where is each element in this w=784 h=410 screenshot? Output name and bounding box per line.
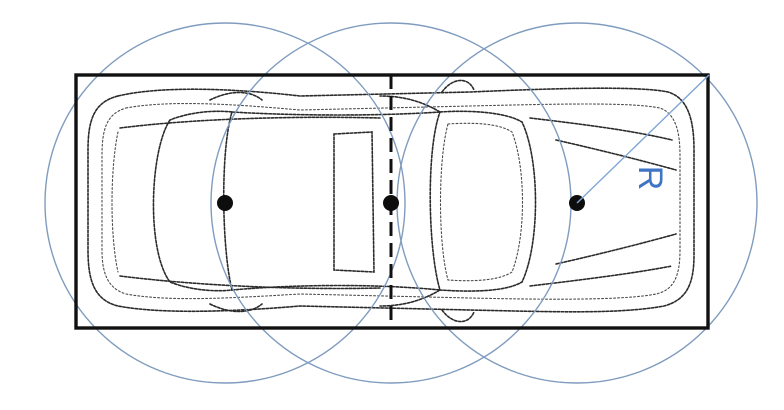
- radius-label: R: [631, 166, 669, 191]
- a-pillar-bottom: [379, 289, 441, 307]
- coverage-circle-rear: [44, 22, 406, 384]
- car-body-outline: [87, 87, 695, 313]
- mirror-left: [441, 79, 475, 93]
- circle-centers: [217, 195, 585, 211]
- hood-left-crease: [529, 117, 673, 141]
- roof-front-edge: [231, 284, 441, 291]
- car-sketch: [87, 79, 695, 323]
- hood-right-crease: [529, 265, 673, 287]
- hood-center-line-2: [555, 233, 677, 265]
- roof-rear-edge: [231, 111, 441, 116]
- side-crease-top: [119, 116, 381, 129]
- trunk-line: [111, 131, 119, 273]
- mirror-right: [441, 309, 475, 323]
- side-crease-bottom: [119, 275, 381, 290]
- circle-center-dot-middle: [383, 195, 399, 211]
- windshield: [429, 110, 537, 292]
- wheel-arch-rear-top: [209, 91, 263, 101]
- radius-line: [576, 74, 710, 204]
- windshield-inner: [439, 122, 523, 282]
- circle-center-dot-rear: [217, 195, 233, 211]
- car-inner-outline: [101, 102, 681, 300]
- sunroof: [333, 131, 375, 273]
- a-pillar-top: [379, 95, 441, 113]
- wheel-arch-rear-bottom: [209, 303, 263, 313]
- hood-center-line: [555, 139, 677, 171]
